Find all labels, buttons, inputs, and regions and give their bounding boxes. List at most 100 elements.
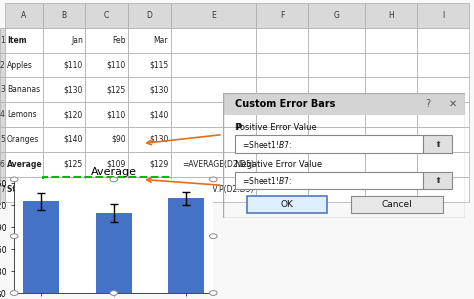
Bar [171, 127, 256, 152]
Bar [5, 127, 43, 152]
Bar [256, 77, 308, 102]
Bar [43, 28, 85, 53]
Bar [365, 152, 417, 177]
Bar [85, 127, 128, 152]
Bar [308, 102, 365, 127]
Text: Item: Item [7, 36, 27, 45]
Bar [5, 28, 43, 53]
Text: Positive Error Value: Positive Error Value [235, 123, 317, 132]
Bar [0, 152, 5, 177]
Bar [171, 3, 256, 28]
Title: Average: Average [91, 167, 137, 177]
Bar [85, 3, 128, 28]
Bar [365, 28, 417, 53]
Bar [43, 53, 85, 77]
Bar [0, 127, 5, 152]
Text: 4: 4 [0, 110, 5, 119]
Bar [43, 77, 85, 102]
Text: =Sheet1!$B$7:: =Sheet1!$B$7: [242, 175, 292, 186]
Bar [365, 77, 417, 102]
Bar [417, 177, 469, 202]
Bar [43, 102, 85, 127]
Bar [256, 127, 308, 152]
Bar [171, 77, 256, 102]
Text: $140: $140 [149, 110, 168, 119]
Bar [23, 202, 59, 293]
Text: 3: 3 [0, 85, 5, 94]
Bar [308, 127, 365, 152]
Bar [5, 53, 43, 77]
Bar [85, 77, 128, 102]
Bar [5, 152, 43, 177]
Bar [417, 152, 469, 177]
Bar [43, 3, 85, 28]
Bar [308, 3, 365, 28]
Text: Bananas: Bananas [7, 85, 40, 94]
Bar [308, 152, 365, 177]
Bar [85, 102, 128, 127]
Text: ?: ? [426, 99, 431, 109]
Bar [0, 177, 5, 202]
Bar [85, 152, 128, 177]
Bar [308, 177, 365, 202]
Text: 12.44: 12.44 [104, 184, 126, 194]
Text: $109: $109 [106, 160, 126, 169]
Bar [0, 53, 5, 77]
Text: Mar: Mar [154, 36, 168, 45]
Text: E: E [211, 11, 216, 20]
Bar [256, 3, 308, 28]
Bar [256, 28, 308, 53]
Bar [128, 3, 171, 28]
Bar [128, 152, 171, 177]
Text: Feb: Feb [112, 36, 126, 45]
Bar [351, 196, 443, 213]
Bar [423, 135, 452, 153]
Bar [128, 177, 171, 202]
Text: 7: 7 [0, 184, 5, 194]
Text: $130: $130 [149, 135, 168, 144]
Text: 8.93: 8.93 [151, 184, 168, 194]
Bar [96, 213, 132, 293]
Bar [43, 127, 85, 152]
Text: 1: 1 [0, 36, 5, 45]
Text: Custom Error Bars: Custom Error Bars [235, 99, 335, 109]
Text: H: H [388, 11, 394, 20]
Bar [171, 102, 256, 127]
Text: ✕: ✕ [448, 99, 456, 109]
Bar [171, 152, 256, 177]
Bar [171, 53, 256, 77]
Bar [365, 3, 417, 28]
Bar [417, 127, 469, 152]
Text: Lemons: Lemons [7, 110, 36, 119]
Bar [417, 28, 469, 53]
Bar [128, 28, 171, 53]
Text: C: C [104, 11, 109, 20]
Bar [128, 77, 171, 102]
Bar [0, 102, 5, 127]
Text: B: B [62, 11, 66, 20]
Bar [235, 135, 423, 153]
Text: F: F [280, 11, 284, 20]
Text: $110: $110 [106, 60, 126, 70]
Text: Oranges: Oranges [7, 135, 39, 144]
Bar [365, 127, 417, 152]
Bar [365, 102, 417, 127]
Bar [43, 177, 171, 202]
Text: ⬆: ⬆ [435, 176, 441, 185]
Text: Jan: Jan [71, 36, 83, 45]
Text: $125: $125 [106, 85, 126, 94]
Text: =AVERAGE(D2:D5): =AVERAGE(D2:D5) [182, 160, 254, 169]
Bar [417, 102, 469, 127]
Text: 6: 6 [0, 160, 5, 169]
Bar [247, 196, 327, 213]
Bar [417, 53, 469, 77]
Bar [256, 102, 308, 127]
Bar [308, 28, 365, 53]
Bar [235, 172, 423, 189]
Bar [365, 53, 417, 77]
Text: $130: $130 [64, 85, 83, 94]
Bar [308, 53, 365, 77]
Bar [168, 199, 204, 293]
Text: G: G [334, 11, 339, 20]
Text: $120: $120 [64, 110, 83, 119]
